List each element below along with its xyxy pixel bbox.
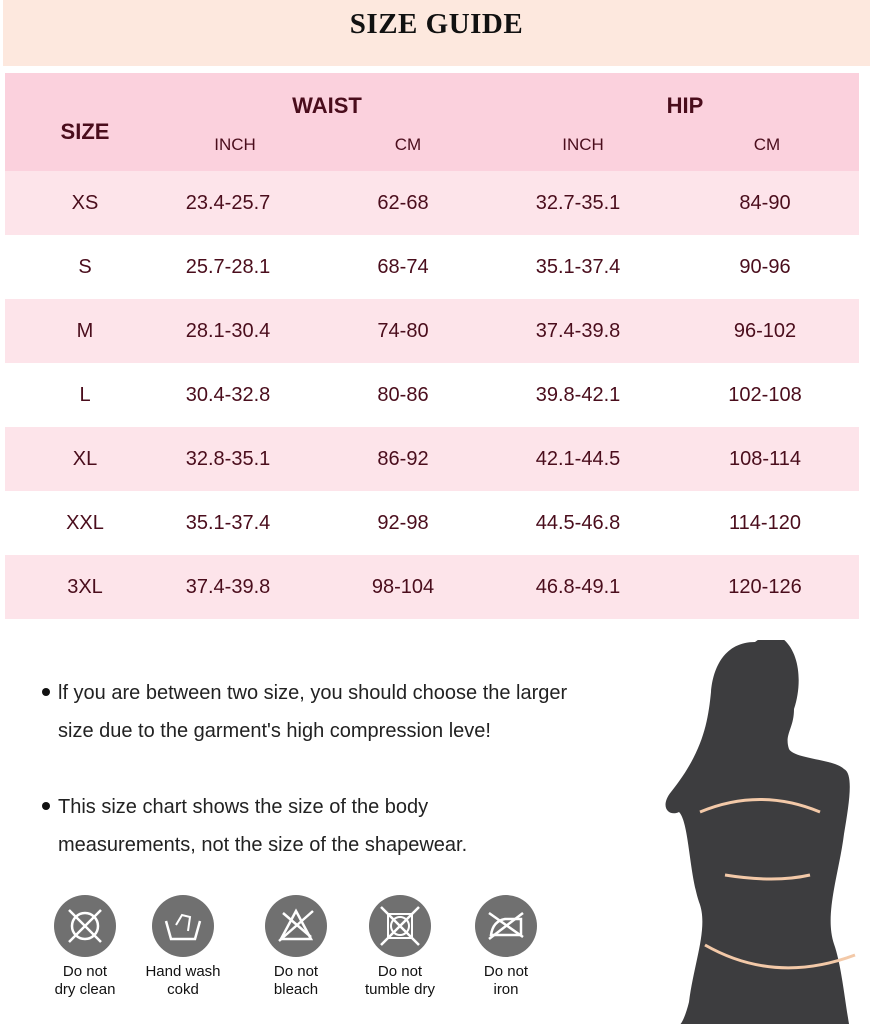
measure-cell: 30.4-32.8 [185,384,271,406]
table-row: XXL 35.1-37.4 92-98 44.5-46.8 114-120 [5,491,859,555]
care-item: Do not tumble dry [345,895,455,999]
care-item: Do not iron [451,895,561,999]
care-item: Do not bleach [241,895,351,999]
no-dry-clean-icon [54,895,116,957]
size-cell: 3XL [67,576,103,598]
measure-cell: 80-86 [377,384,429,406]
note-body-measurements: This size chart shows the size of the bo… [40,788,490,864]
hip-cm-header: CM [753,135,781,154]
size-cell: L [79,384,91,406]
table-header: SIZE WAIST HIP INCH CM INCH CM [5,73,859,171]
care-label-line2: tumble dry [364,981,436,998]
measure-cell: 32.8-35.1 [185,448,271,470]
measure-cell: 120-126 [728,576,802,598]
size-cell: M [76,320,94,342]
measure-cell: 37.4-39.8 [535,320,621,342]
care-label-line2: cokd [167,981,199,998]
measure-cell: 84-90 [739,192,791,214]
no-iron-icon [475,895,537,957]
care-label-line1: Do not [62,963,108,980]
care-label-line1: Do not [377,963,423,980]
hip-measure-line [704,943,856,970]
note-between-sizes: lf you are between two size, you should … [40,674,600,750]
measure-cell: 39.8-42.1 [535,384,621,406]
hand-wash-icon [152,895,214,957]
hip-inch-header: INCH [562,135,604,154]
table-row: XL 32.8-35.1 86-92 42.1-44.5 108-114 [5,427,859,491]
care-label-line2: iron [493,981,519,998]
measure-cell: 25.7-28.1 [185,256,271,278]
measure-cell: 74-80 [377,320,429,342]
table-row: L 30.4-32.8 80-86 39.8-42.1 102-108 [5,363,859,427]
measure-cell: 35.1-37.4 [535,256,621,278]
measure-cell: 108-114 [729,448,801,470]
measure-cell: 96-102 [733,320,797,342]
measure-cell: 35.1-37.4 [185,512,271,534]
table-row: 3XL 37.4-39.8 98-104 46.8-49.1 120-126 [5,555,859,619]
measure-cell: 68-74 [377,256,429,278]
care-label-line1: Do not [273,963,319,980]
measure-cell: 46.8-49.1 [535,576,621,598]
no-bleach-icon [265,895,327,957]
measure-cell: 42.1-44.5 [535,448,621,470]
measure-cell: 44.5-46.8 [535,512,621,534]
measure-cell: 90-96 [739,256,791,278]
measure-cell: 98-104 [371,576,435,598]
size-cell: XXL [66,512,104,534]
size-cell: S [78,256,92,278]
title-banner: SIZE GUIDE [3,0,870,66]
size-header: SIZE [60,119,110,144]
waist-header: WAIST [292,93,362,118]
table-row: XS 23.4-25.7 62-68 32.7-35.1 84-90 [5,171,859,235]
care-item: Hand wash cokd [128,895,238,999]
measure-cell: 23.4-25.7 [185,192,271,214]
measure-cell: 114-120 [729,512,801,534]
measure-cell: 86-92 [377,448,429,470]
measure-cell: 37.4-39.8 [185,576,271,598]
waist-cm-header: CM [394,135,422,154]
measure-cell: 92-98 [377,512,429,534]
size-cell: XL [72,448,98,470]
measure-cell: 62-68 [377,192,429,214]
table-row: M 28.1-30.4 74-80 37.4-39.8 96-102 [5,299,859,363]
page-title: SIZE GUIDE [349,8,524,40]
bust-measure-line [699,798,821,814]
care-label-line1: Do not [483,963,529,980]
size-cell: XS [71,192,99,214]
size-table: SIZE WAIST HIP INCH CM INCH CM XS 23.4-25… [5,73,859,619]
notes: lf you are between two size, you should … [40,674,600,902]
care-item: Do not dry clean [30,895,140,999]
measure-cell: 32.7-35.1 [535,192,621,214]
care-label-line1: Hand wash [145,963,221,980]
care-label-line2: bleach [273,981,319,998]
waist-measure-line [724,873,811,881]
body-silhouette [665,640,856,1024]
table-row: S 25.7-28.1 68-74 35.1-37.4 90-96 [5,235,859,299]
care-label-line2: dry clean [54,981,116,998]
measure-cell: 28.1-30.4 [185,320,271,342]
hip-header: HIP [666,93,704,118]
no-tumble-dry-icon [369,895,431,957]
measure-cell: 102-108 [728,384,802,406]
waist-inch-header: INCH [214,135,256,154]
